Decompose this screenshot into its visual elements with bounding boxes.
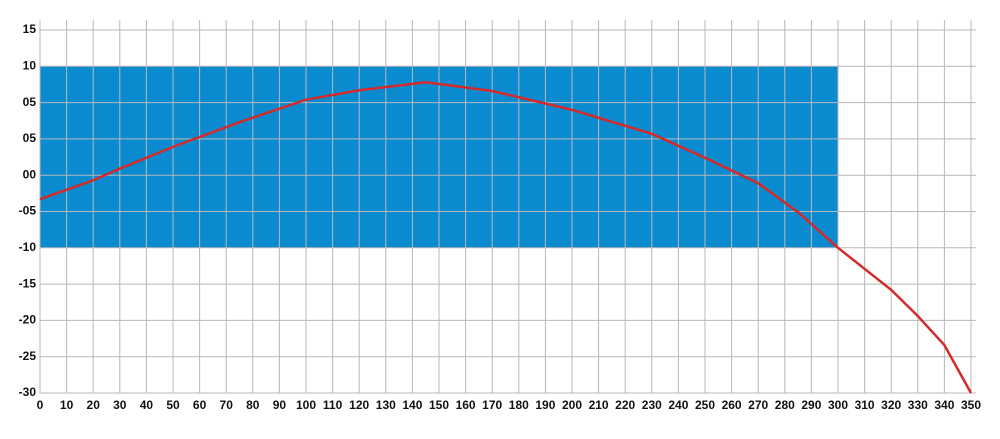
x-tick-label: 280 bbox=[775, 398, 795, 412]
x-tick-label: 200 bbox=[562, 398, 582, 412]
y-tick-label: -25 bbox=[19, 349, 37, 363]
x-tick-label: 40 bbox=[140, 398, 154, 412]
y-tick-label: -20 bbox=[19, 313, 37, 327]
x-tick-label: 160 bbox=[456, 398, 476, 412]
x-tick-label: 0 bbox=[37, 398, 44, 412]
x-tick-label: 90 bbox=[273, 398, 287, 412]
x-tick-label: 260 bbox=[722, 398, 742, 412]
x-tick-label: 210 bbox=[589, 398, 609, 412]
x-tick-label: 100 bbox=[296, 398, 316, 412]
line-series bbox=[39, 81, 973, 394]
x-tick-label: 30 bbox=[113, 398, 127, 412]
x-tick-label: 180 bbox=[509, 398, 529, 412]
x-tick-label: 270 bbox=[748, 398, 768, 412]
x-tick-label: 110 bbox=[323, 398, 343, 412]
x-tick-label: 60 bbox=[193, 398, 207, 412]
x-tick-label: 310 bbox=[855, 398, 875, 412]
x-tick-label: 170 bbox=[482, 398, 502, 412]
y-tick-label: 10 bbox=[23, 58, 37, 72]
x-tick-label: 230 bbox=[642, 398, 662, 412]
y-tick-label: -10 bbox=[19, 240, 37, 254]
x-tick-label: 20 bbox=[87, 398, 101, 412]
x-tick-label: 70 bbox=[220, 398, 234, 412]
x-tick-label: 80 bbox=[246, 398, 260, 412]
x-tick-label: 320 bbox=[881, 398, 901, 412]
x-tick-label: 300 bbox=[828, 398, 848, 412]
x-tick-label: 190 bbox=[535, 398, 555, 412]
x-tick-label: 250 bbox=[695, 398, 715, 412]
x-tick-label: 130 bbox=[376, 398, 396, 412]
x-tick-label: 330 bbox=[908, 398, 928, 412]
y-tick-label: -30 bbox=[19, 385, 37, 399]
y-tick-label: 15 bbox=[23, 22, 37, 36]
x-tick-label: 290 bbox=[801, 398, 821, 412]
x-tick-label: 120 bbox=[349, 398, 369, 412]
y-tick-label: 05 bbox=[23, 131, 37, 145]
x-tick-label: 240 bbox=[668, 398, 688, 412]
y-tick-label: 00 bbox=[23, 167, 37, 181]
x-tick-label: 50 bbox=[166, 398, 180, 412]
x-tick-label: 10 bbox=[60, 398, 74, 412]
x-tick-label: 140 bbox=[402, 398, 422, 412]
x-tick-label: 220 bbox=[615, 398, 635, 412]
y-tick-label: 05 bbox=[23, 95, 37, 109]
x-tick-label: 150 bbox=[429, 398, 449, 412]
x-tick-label: 350 bbox=[961, 398, 981, 412]
y-tick-label: -05 bbox=[19, 204, 37, 218]
x-tick-label: 340 bbox=[934, 398, 954, 412]
y-tick-label: -15 bbox=[19, 276, 37, 290]
